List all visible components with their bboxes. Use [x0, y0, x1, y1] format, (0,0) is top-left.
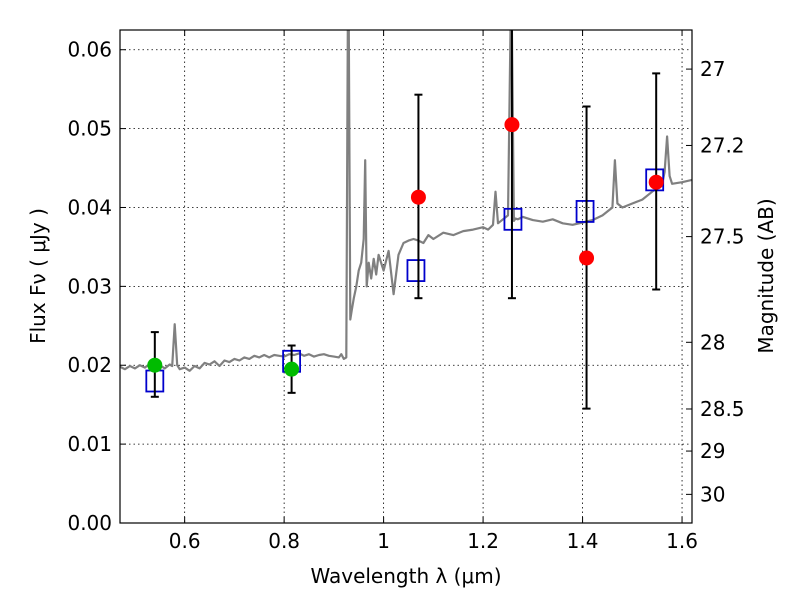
y-tick-label: 0.04	[67, 195, 112, 219]
plot-frame	[119, 29, 693, 524]
measured-point-nir	[648, 174, 664, 190]
x-tick-label: 0.8	[268, 529, 300, 553]
right-tick-label: 29	[700, 439, 725, 463]
right-tick-label: 28	[700, 330, 725, 354]
x-tick-label: 1	[377, 529, 390, 553]
x-tick-label: 0.6	[169, 529, 201, 553]
right-tick-label: 27	[700, 57, 725, 81]
y-tick-label: 0.02	[67, 353, 112, 377]
spectrum-line	[120, 30, 692, 372]
axes: 0.6 0.8 1 1.2 1.4 1.6 0.00 0.01 0.02 0.03 0.04 0.05…	[67, 30, 745, 553]
right-tick-label: 27.2	[700, 133, 745, 157]
y-axis-right-label: Magnitude (AB)	[754, 198, 778, 353]
plot-area	[120, 30, 692, 410]
x-axis-label: Wavelength λ (μm)	[310, 564, 501, 588]
y-axis-label: Flux Fν ( μJy )	[26, 208, 50, 344]
measured-point-optical	[284, 361, 300, 377]
model-photometry-square	[406, 259, 426, 282]
right-tick-label: 27.5	[700, 225, 745, 249]
x-tick-label: 1.2	[467, 529, 499, 553]
y-tick-label: 0.03	[67, 274, 112, 298]
measured-point-nir	[579, 250, 595, 266]
model-photometry-square	[575, 200, 595, 223]
y-tick-label: 0.05	[67, 117, 112, 141]
y-tick-label: 0.06	[67, 38, 112, 62]
y-tick-label: 0.00	[67, 511, 112, 535]
x-tick-label: 1.4	[567, 529, 599, 553]
right-tick-label: 30	[700, 482, 725, 506]
measured-point-nir	[504, 117, 520, 133]
measured-point-nir	[410, 189, 426, 205]
grid	[120, 30, 692, 524]
x-tick-label: 1.6	[666, 529, 698, 553]
right-tick-label: 28.5	[700, 397, 745, 421]
measured-point-optical	[147, 357, 163, 373]
y-tick-label: 0.01	[67, 432, 112, 456]
